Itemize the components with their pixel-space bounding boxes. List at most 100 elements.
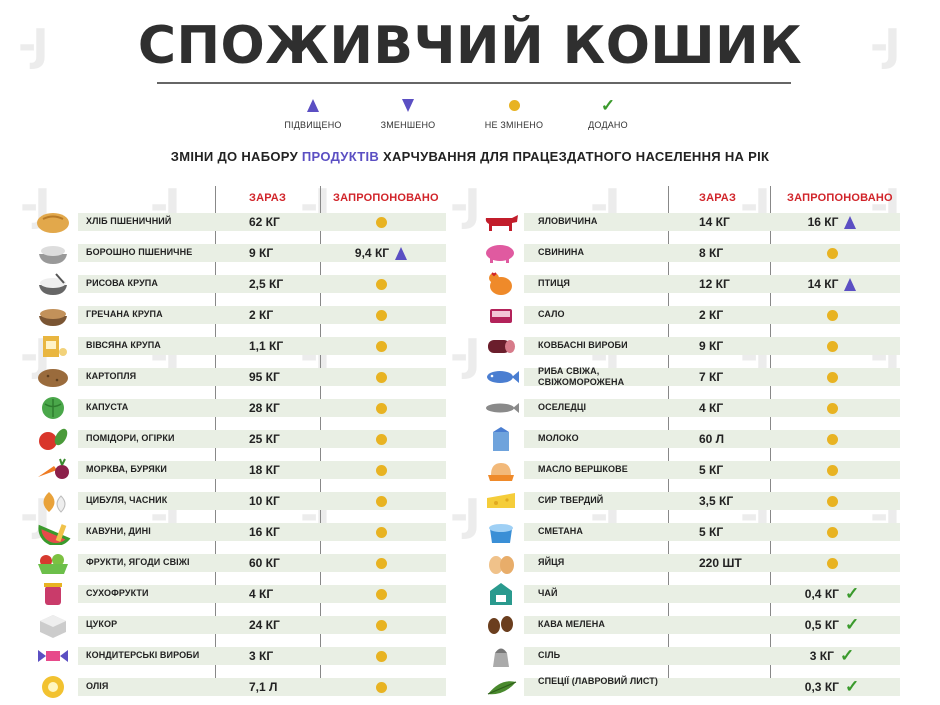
row-band xyxy=(78,275,446,293)
proposed-cell xyxy=(325,214,437,230)
item-name: СПЕЦІЇ (ЛАВРОВИЙ ЛИСТ) xyxy=(538,676,658,686)
row-band xyxy=(78,585,446,603)
table-row: ОСЕЛЕДЦІ 4 КГ xyxy=(0,396,940,420)
table-row: РИБА СВІЖА, СВІЖОМОРОЖЕНА 7 КГ xyxy=(0,365,940,389)
item-name: СУХОФРУКТИ xyxy=(86,588,149,598)
dot-icon xyxy=(826,463,838,477)
dried-fruit-jar-icon xyxy=(34,581,72,607)
dot-icon xyxy=(375,401,387,415)
dot-icon xyxy=(826,556,838,570)
table-row: ОЛІЯ 7,1 Л xyxy=(0,675,940,699)
current-amount: 9 КГ xyxy=(699,339,724,353)
proposed-cell xyxy=(776,524,888,540)
legend-label: ДОДАНО xyxy=(588,120,628,130)
current-amount: 7,1 Л xyxy=(249,680,278,694)
current-amount: 1,1 КГ xyxy=(249,339,284,353)
flour-bowl-icon xyxy=(34,240,72,266)
table-row: САЛО 2 КГ xyxy=(0,303,940,327)
arrow-down-icon xyxy=(353,94,463,116)
item-name: КАВУНИ, ДИНІ xyxy=(86,526,151,536)
current-amount: 2,5 КГ xyxy=(249,277,284,291)
rice-bowl-icon xyxy=(34,271,72,297)
table-row: КАРТОПЛЯ 95 КГ xyxy=(0,365,940,389)
proposed-cell xyxy=(776,245,888,261)
table-row: ЧАЙ 0,4 КГ ✓ xyxy=(0,582,940,606)
bread-icon xyxy=(34,209,72,235)
legend-label: ЗМЕНШЕНО xyxy=(380,120,436,130)
row-band xyxy=(78,678,446,696)
table-row: МАСЛО ВЕРШКОВЕ 5 КГ xyxy=(0,458,940,482)
dot-icon xyxy=(375,494,387,508)
current-amount: 3 КГ xyxy=(249,649,274,663)
potato-icon xyxy=(34,364,72,390)
row-band xyxy=(524,368,900,386)
tea-bag-icon xyxy=(482,581,520,607)
proposed-cell xyxy=(325,276,437,292)
current-amount: 10 КГ xyxy=(249,494,280,508)
dot-icon xyxy=(459,94,569,116)
check-icon: ✓ xyxy=(844,677,860,697)
dot-icon xyxy=(375,308,387,322)
subtitle-part-2: ХАРЧУВАННЯ ДЛЯ ПРАЦЕЗДАТНОГО НАСЕЛЕННЯ Н… xyxy=(379,149,770,164)
dot-icon xyxy=(375,432,387,446)
eggs-icon xyxy=(482,550,520,576)
fruit-basket-icon xyxy=(34,550,72,576)
proposed-cell xyxy=(776,493,888,509)
title-divider xyxy=(157,82,791,84)
current-amount: 2 КГ xyxy=(249,308,274,322)
proposed-amount: 14 КГ xyxy=(807,277,839,291)
row-band xyxy=(78,213,446,231)
proposed-amount: 3 КГ xyxy=(809,649,834,663)
table-row: СПЕЦІЇ (ЛАВРОВИЙ ЛИСТ) 0,3 КГ ✓ xyxy=(0,675,940,699)
item-name: ЯЙЦЯ xyxy=(538,557,565,567)
pig-icon xyxy=(482,240,520,266)
cow-icon xyxy=(482,209,520,235)
table-row: КАВА МЕЛЕНА 0,5 КГ ✓ xyxy=(0,613,940,637)
bay-leaf-icon xyxy=(482,674,520,700)
dot-icon xyxy=(375,339,387,353)
row-band xyxy=(524,306,900,324)
row-band xyxy=(524,523,900,541)
row-band xyxy=(524,430,900,448)
proposed-cell xyxy=(776,369,888,385)
proposed-cell: 16 КГ xyxy=(776,214,888,230)
item-name: КАРТОПЛЯ xyxy=(86,371,137,381)
row-band xyxy=(524,213,900,231)
item-name: СВИНИНА xyxy=(538,247,585,257)
fish-icon xyxy=(482,364,520,390)
table-row: ВІВСЯНА КРУПА 1,1 КГ xyxy=(0,334,940,358)
dot-icon xyxy=(375,370,387,384)
item-name: КАПУСТА xyxy=(86,402,129,412)
item-name: СМЕТАНА xyxy=(538,526,584,536)
candy-icon xyxy=(34,643,72,669)
buckwheat-bowl-icon xyxy=(34,302,72,328)
dot-icon xyxy=(375,680,387,694)
check-icon: ✓ xyxy=(600,95,616,115)
row-band xyxy=(524,616,900,634)
row-band xyxy=(78,616,446,634)
proposed-cell: 3 КГ ✓ xyxy=(776,647,888,664)
onion-garlic-icon xyxy=(34,488,72,514)
row-band xyxy=(524,244,900,262)
current-amount: 8 КГ xyxy=(699,246,724,260)
current-amount: 5 КГ xyxy=(699,463,724,477)
proposed-cell xyxy=(325,369,437,385)
proposed-cell xyxy=(776,400,888,416)
carrot-beet-icon xyxy=(34,457,72,483)
row-band xyxy=(78,647,446,665)
current-amount: 95 КГ xyxy=(249,370,280,384)
current-amount: 7 КГ xyxy=(699,370,724,384)
proposed-cell xyxy=(325,524,437,540)
arrow-up-icon xyxy=(844,215,857,230)
dot-icon xyxy=(826,494,838,508)
legend-label: ПІДВИЩЕНО xyxy=(284,120,342,130)
table-row: КАВУНИ, ДИНІ 16 КГ xyxy=(0,520,940,546)
subtitle: ЗМІНИ ДО НАБОРУ ПРОДУКТІВ ХАРЧУВАННЯ ДЛЯ… xyxy=(0,149,940,164)
page-title: СПОЖИВЧИЙ КОШИК xyxy=(137,16,803,76)
row-band xyxy=(524,678,900,696)
cheese-icon xyxy=(482,488,520,514)
item-name: ФРУКТИ, ЯГОДИ СВІЖІ xyxy=(86,557,190,567)
proposed-cell xyxy=(776,338,888,354)
row-band xyxy=(524,399,900,417)
proposed-amount: 0,3 КГ xyxy=(804,680,839,694)
